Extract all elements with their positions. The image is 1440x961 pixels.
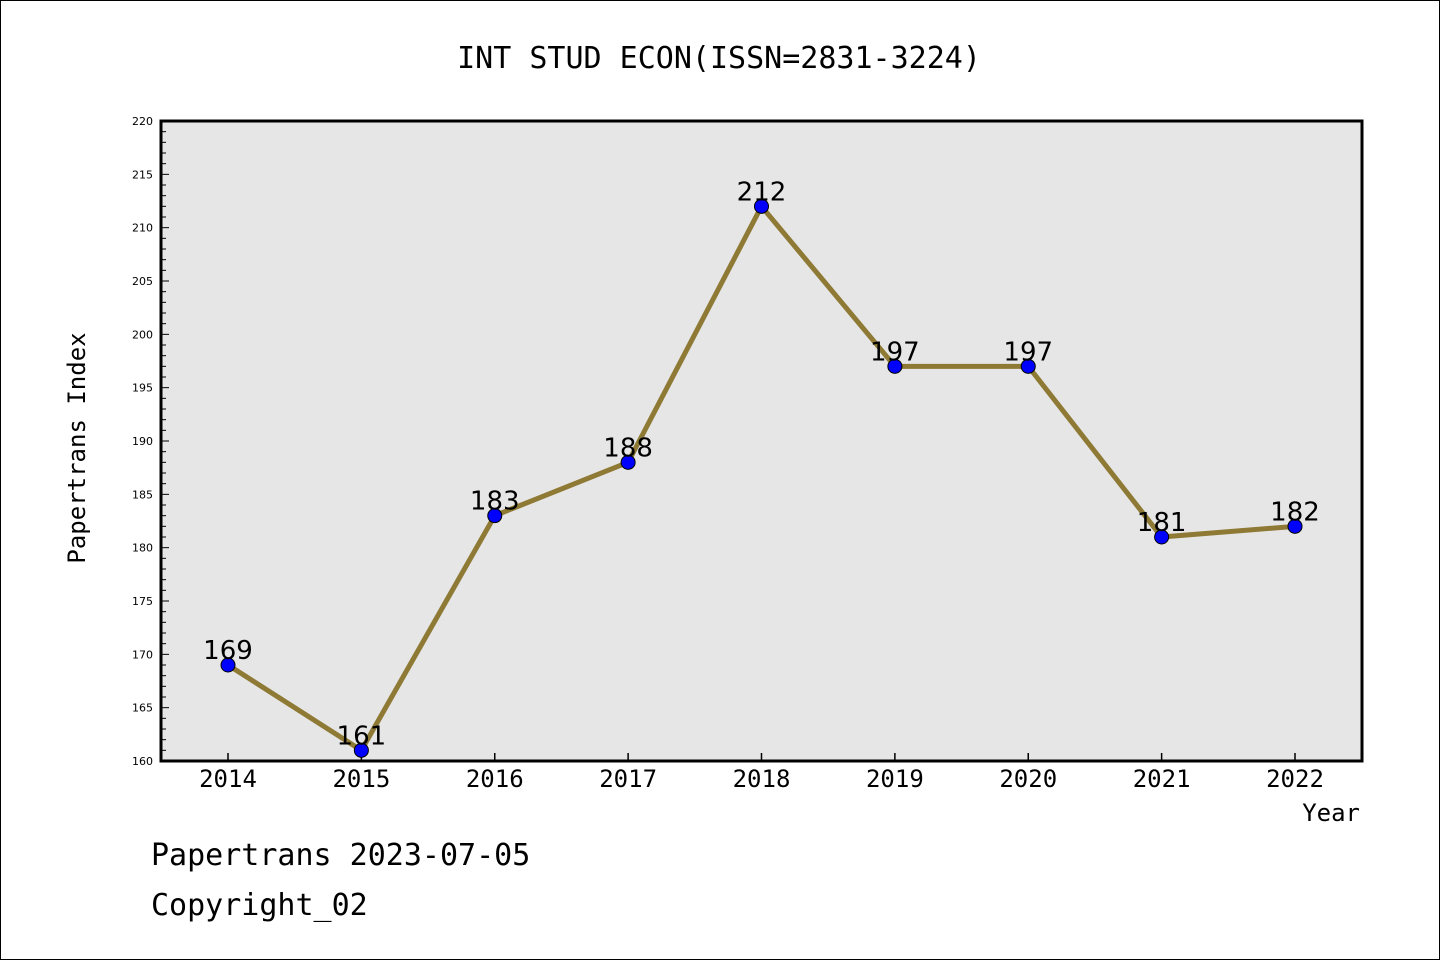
footer-copyright: Copyright_02 — [151, 888, 368, 923]
x-tick-label: 2021 — [1133, 765, 1191, 793]
data-point — [220, 657, 236, 673]
series-group: 169 161 183 188 212 197 197 181 182 — [203, 177, 1320, 758]
y-axis-title: Papertrans Index — [63, 332, 91, 563]
data-label: 181 — [1137, 508, 1187, 538]
y-tick-label: 170 — [132, 648, 153, 661]
y-tick-label: 195 — [132, 382, 153, 395]
x-tick-label: 2018 — [733, 765, 791, 793]
x-tick-label: 2015 — [332, 765, 390, 793]
y-tick-label: 165 — [132, 702, 153, 715]
data-label: 169 — [203, 636, 253, 666]
data-label: 212 — [737, 177, 787, 207]
data-point — [887, 358, 903, 374]
footer-date: Papertrans 2023-07-05 — [151, 838, 530, 873]
x-tick-label: 2020 — [999, 765, 1057, 793]
y-tick-label: 210 — [132, 222, 153, 235]
data-point — [1020, 358, 1036, 374]
y-tick-label: 185 — [132, 488, 153, 501]
y-tick-label: 200 — [132, 328, 153, 341]
y-tick-label: 205 — [132, 275, 153, 288]
plot-area — [159, 119, 1364, 763]
data-label: 197 — [870, 337, 920, 367]
data-point — [1154, 529, 1170, 545]
x-tick-label: 2017 — [599, 765, 657, 793]
data-label: 182 — [1270, 497, 1320, 527]
x-axis-title: Year — [1302, 799, 1360, 827]
chart-title: INT STUD ECON(ISSN=2831-3224) — [457, 41, 981, 76]
x-tick-label: 2022 — [1266, 765, 1324, 793]
data-label: 183 — [470, 487, 520, 517]
y-tick-label: 215 — [132, 168, 153, 181]
x-tick-label: 2019 — [866, 765, 924, 793]
y-tick-label: 175 — [132, 595, 153, 608]
data-label: 188 — [603, 433, 653, 463]
y-tick-label: 160 — [132, 755, 153, 768]
y-tick-label: 180 — [132, 542, 153, 555]
data-point — [620, 454, 636, 470]
y-tick-label: 220 — [132, 115, 153, 128]
x-tick-label: 2014 — [199, 765, 257, 793]
data-point — [1287, 518, 1303, 534]
data-label: 161 — [337, 721, 387, 751]
x-tick-label: 2016 — [466, 765, 524, 793]
data-point — [754, 198, 769, 214]
data-point — [353, 742, 369, 758]
y-tick-label: 190 — [132, 435, 153, 448]
x-axis: 2014 2015 2016 2017 2018 2019 2020 2021 2022 — [199, 753, 1324, 793]
y-axis: 160 165 170 175 180 185 190 195 200 205 210 215 220 — [132, 115, 169, 768]
data-label: 197 — [1003, 337, 1053, 367]
data-point — [487, 508, 503, 524]
